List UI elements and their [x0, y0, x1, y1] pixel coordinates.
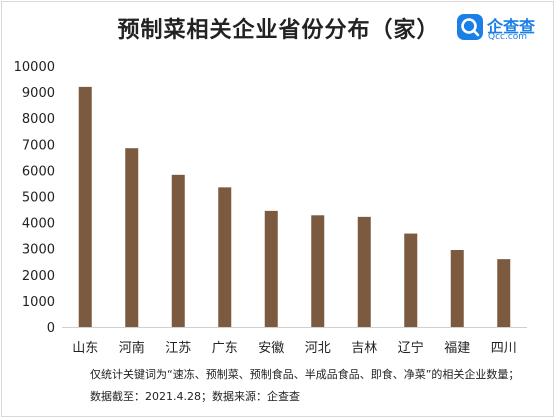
y-tick-label: 5000 [22, 191, 55, 206]
bar [171, 174, 185, 327]
footnote-scope: 仅统计关键词为“速冻、预制菜、预制食品、半成品食品、即食、净菜”的相关企业数量； [90, 368, 520, 381]
logo-sub: Qcc.com [488, 32, 528, 42]
bar [125, 148, 139, 327]
x-tick-label: 江苏 [165, 340, 191, 356]
x-tick-label: 山东 [72, 341, 98, 356]
x-tick-label: 河南 [119, 340, 145, 356]
bar [404, 233, 418, 327]
chart-title: 预制菜相关企业省份分布（家） [117, 18, 440, 43]
y-tick-label: 7000 [22, 138, 55, 153]
logo-name: 企查查 [487, 17, 536, 36]
x-tick-label: 安徽 [258, 341, 284, 356]
x-tick-label: 四川 [491, 341, 517, 356]
y-tick-label: 3000 [22, 243, 55, 258]
footnote-source: 数据截至：2021.4.28；数据来源：企查查 [90, 390, 300, 403]
bar [218, 187, 232, 327]
y-tick-label: 9000 [22, 86, 55, 101]
y-tick-label: 1000 [22, 295, 55, 310]
y-axis: 0 1000 2000 3000 4000 5000 6000 7000 8000 9000 100… [14, 60, 55, 336]
x-tick-label: 辽宁 [398, 340, 424, 356]
y-tick-label: 0 [47, 321, 55, 336]
y-tick-label: 10000 [14, 60, 55, 75]
bar [311, 215, 325, 327]
qcc-logo-icon [457, 14, 483, 40]
brand-logo: 企查查 Qcc.com [457, 12, 547, 46]
x-tick-label: 河北 [305, 341, 331, 356]
bar [450, 250, 464, 327]
x-tick-label: 福建 [444, 341, 470, 356]
bar [497, 259, 511, 327]
bars [78, 86, 511, 327]
y-tick-label: 2000 [22, 269, 55, 284]
y-tick-label: 6000 [22, 164, 55, 179]
bar [357, 216, 371, 327]
x-tick-label: 吉林 [351, 341, 377, 356]
bar [264, 210, 278, 327]
y-tick-label: 4000 [22, 217, 55, 232]
x-tick-label: 广东 [212, 341, 238, 356]
bar [78, 86, 92, 327]
x-axis: 山东 河南 江苏 广东 安徽 河北 吉林 辽宁 福建 四川 [72, 340, 517, 356]
y-tick-label: 8000 [22, 112, 55, 127]
